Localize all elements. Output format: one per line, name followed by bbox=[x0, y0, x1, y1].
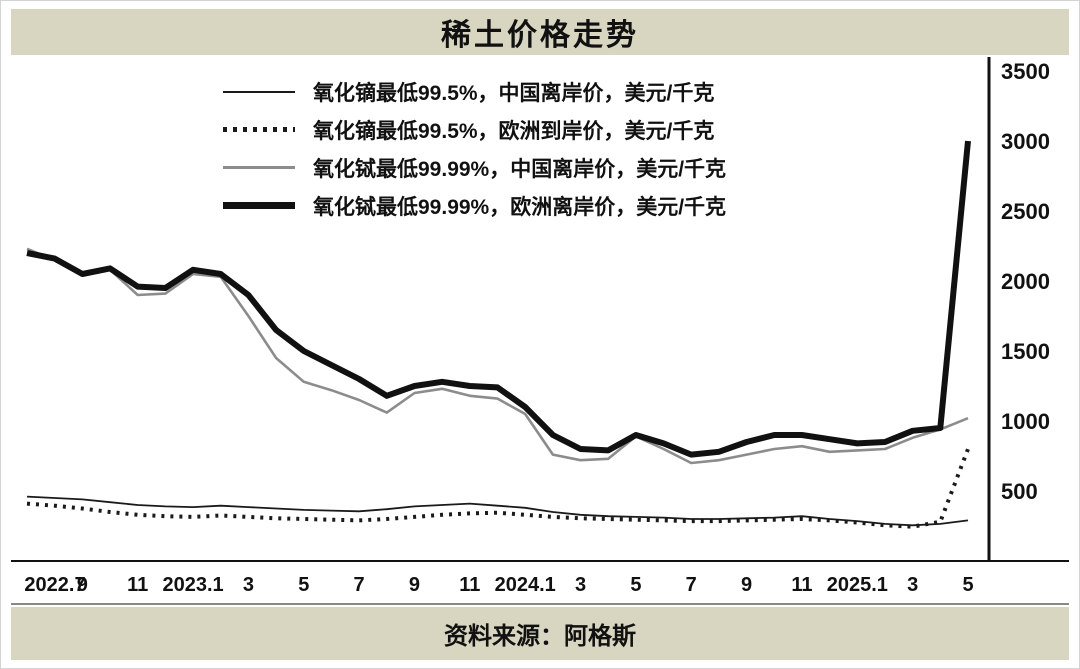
x-axis-label: 2024.1 bbox=[495, 574, 556, 596]
legend-label-tb-china-fob: 氧化铽最低99.99%，中国离岸价，美元/千克 bbox=[313, 157, 727, 181]
legend-item-tb-europe-fob: 氧化铽最低99.99%，欧洲离岸价，美元/千克 bbox=[223, 191, 726, 220]
series-line-dysprosium-oxide-europe-cif bbox=[26, 448, 970, 529]
legend-item-dy-europe-cif: 氧化镝最低99.5%，欧洲到岸价，美元/千克 bbox=[223, 115, 726, 144]
legend-item-dy-china-fob: 氧化镝最低99.5%，中国离岸价，美元/千克 bbox=[223, 77, 726, 106]
y-axis-label: 3000 bbox=[1001, 129, 1050, 154]
x-axis-label: 3 bbox=[243, 574, 254, 596]
legend-label-dy-europe-cif: 氧化镝最低99.5%，欧洲到岸价，美元/千克 bbox=[313, 119, 715, 143]
chart-title-band: 稀土价格走势 bbox=[11, 9, 1069, 55]
x-axis-label: 9 bbox=[77, 574, 88, 596]
chart-area: 500 1000 1500 2000 2500 3000 3500 2022.7 9 11 2023… bbox=[11, 55, 1069, 607]
x-axis-label: 5 bbox=[298, 574, 309, 596]
x-axis-label: 5 bbox=[630, 574, 641, 596]
thick-solid-line-sample bbox=[223, 202, 295, 209]
y-axis-label: 1500 bbox=[1001, 339, 1050, 364]
y-axis-label: 2500 bbox=[1001, 199, 1050, 224]
legend-item-tb-china-fob: 氧化铽最低99.99%，中国离岸价，美元/千克 bbox=[223, 153, 726, 182]
chart-title: 稀土价格走势 bbox=[441, 19, 639, 52]
series-line-dysprosium-oxide-china-fob bbox=[26, 495, 969, 527]
x-axis-label: 2023.1 bbox=[162, 574, 223, 596]
x-axis-label: 3 bbox=[575, 574, 586, 596]
x-axis-label: 3 bbox=[907, 574, 918, 596]
y-axis-label: 2000 bbox=[1001, 269, 1050, 294]
gray-solid-line-sample bbox=[223, 166, 295, 169]
x-axis-label: 2022.7 bbox=[24, 574, 85, 596]
legend-label-tb-europe-fob: 氧化铽最低99.99%，欧洲离岸价，美元/千克 bbox=[313, 195, 727, 219]
dotted-line-sample bbox=[223, 127, 295, 132]
x-axis-label: 11 bbox=[127, 574, 148, 596]
y-axis-label: 1000 bbox=[1001, 409, 1050, 434]
x-axis-label: 2025.1 bbox=[827, 574, 888, 596]
x-axis-label: 11 bbox=[791, 574, 812, 596]
y-axis-label: 3500 bbox=[1001, 59, 1050, 84]
legend-label-dy-china-fob: 氧化镝最低99.5%，中国离岸价，美元/千克 bbox=[313, 81, 715, 105]
x-axis-label: 7 bbox=[354, 574, 365, 596]
source-band: 资料来源：阿格斯 bbox=[11, 607, 1069, 660]
source-text: 资料来源：阿格斯 bbox=[444, 623, 636, 650]
series-line-terbium-oxide-europe-fob bbox=[26, 140, 971, 458]
x-axis-label: 5 bbox=[962, 574, 973, 596]
x-axis-label: 11 bbox=[459, 574, 480, 596]
x-axis-label: 7 bbox=[686, 574, 697, 596]
series-line-terbium-oxide-china-fob bbox=[26, 247, 969, 465]
x-axis-label: 9 bbox=[409, 574, 420, 596]
x-axis-label: 9 bbox=[741, 574, 752, 596]
chart-legend: 氧化镝最低99.5%，中国离岸价，美元/千克 氧化镝最低99.5%，欧洲到岸价，… bbox=[223, 77, 726, 220]
thin-solid-line-sample bbox=[223, 90, 295, 93]
y-axis-label: 500 bbox=[1001, 479, 1038, 504]
